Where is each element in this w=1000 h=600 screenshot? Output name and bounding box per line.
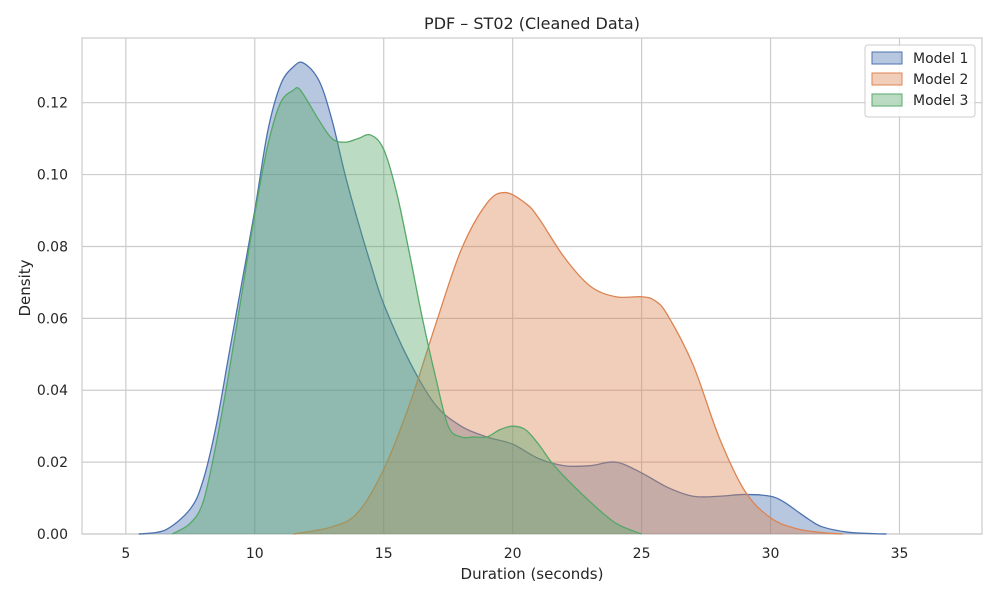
- density-area-model-3: [172, 87, 642, 534]
- legend: Model 1 Model 2 Model 3: [864, 44, 976, 118]
- y-tick-label: 0.02: [37, 455, 68, 471]
- plot-area: [81, 37, 983, 535]
- x-tick-label: 5: [121, 546, 130, 562]
- legend-swatch-model-3: [871, 93, 903, 107]
- x-tick-label: 10: [246, 546, 264, 562]
- y-tick-label: 0.06: [37, 311, 68, 327]
- density-line-model-1: [138, 61, 887, 535]
- x-tick-label: 35: [891, 546, 909, 562]
- chart-title: PDF – ST02 (Cleaned Data): [424, 14, 640, 33]
- density-areas: [138, 61, 887, 535]
- y-tick-label: 0.10: [37, 168, 68, 184]
- legend-swatch-model-1: [871, 51, 903, 65]
- legend-label-model-1: Model 1: [913, 51, 968, 67]
- tick-labels: 5 10 15 20 25 30 35 0.00 0.02 0.04 0.06 0.08 0.10 0.1…: [37, 96, 909, 562]
- x-tick-label: 30: [762, 546, 780, 562]
- density-line-model-2: [293, 191, 843, 535]
- x-tick-label: 20: [504, 546, 522, 562]
- y-tick-label: 0.04: [37, 383, 68, 399]
- density-line-model-3: [171, 86, 642, 535]
- density-area-model-1: [138, 62, 887, 534]
- legend-swatch-model-2: [871, 72, 903, 86]
- density-area-model-2: [293, 192, 843, 535]
- x-axis-label: Duration (seconds): [461, 565, 604, 583]
- legend-label-model-3: Model 3: [913, 93, 968, 109]
- y-tick-label: 0.12: [37, 96, 68, 112]
- y-axis-label: Density: [16, 259, 34, 316]
- legend-label-model-2: Model 2: [913, 72, 968, 88]
- legend-box: [864, 44, 976, 118]
- x-tick-label: 15: [375, 546, 393, 562]
- grid: [82, 38, 982, 535]
- y-tick-label: 0.00: [37, 527, 68, 543]
- x-tick-label: 25: [633, 546, 651, 562]
- y-tick-label: 0.08: [37, 239, 68, 255]
